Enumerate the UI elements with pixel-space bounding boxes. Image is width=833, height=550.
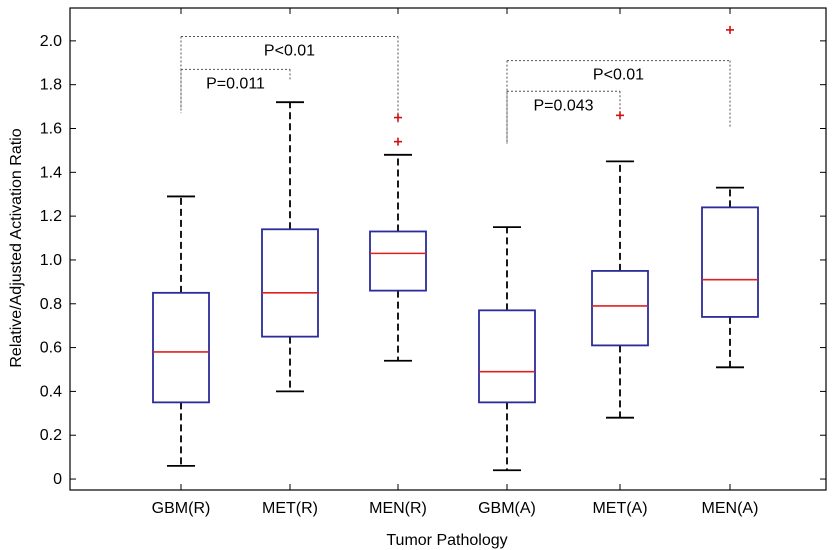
- iqr-box: [369, 230, 427, 292]
- p-value-label: P=0.043: [533, 97, 593, 114]
- y-tick-label: 1.8: [40, 77, 62, 94]
- box-mena: [701, 25, 759, 369]
- iqr-box: [261, 228, 319, 338]
- x-tick-label: MET(R): [262, 500, 318, 517]
- iqr-box: [152, 291, 210, 404]
- x-tick-label: GBM(R): [152, 500, 211, 517]
- y-axis-label: Relative/Adjusted Activation Ratio: [8, 128, 25, 367]
- box-meta: [591, 111, 649, 419]
- x-axis-label: Tumor Pathology: [386, 532, 507, 549]
- significance-bracket: P<0.01: [180, 35, 399, 125]
- box-gbma: [478, 226, 536, 472]
- p-value-label: P<0.01: [593, 67, 644, 84]
- y-tick-label: 0: [53, 471, 62, 488]
- y-tick-label: 1.0: [40, 252, 62, 269]
- y-tick-label: 0.2: [40, 427, 62, 444]
- box-menr: [369, 113, 427, 362]
- significance-bracket: P=0.011: [180, 68, 291, 109]
- y-tick-label: 1.2: [40, 208, 62, 225]
- y-tick-label: 0.4: [40, 383, 62, 400]
- iqr-box: [591, 270, 649, 347]
- y-tick-label: 1.4: [40, 164, 62, 181]
- outlier-marker: [616, 111, 624, 120]
- x-tick-label: GBM(A): [478, 500, 536, 517]
- significance-bracket: P=0.043: [506, 90, 621, 144]
- outlier-marker: [726, 25, 734, 34]
- outlier-marker: [394, 137, 402, 146]
- y-tick-label: 2.0: [40, 33, 62, 50]
- x-tick-label: MEN(A): [702, 500, 759, 517]
- box-gbmr: [152, 195, 210, 467]
- y-tick-label: 0.8: [40, 296, 62, 313]
- p-value-label: P<0.01: [264, 42, 315, 59]
- iqr-box: [478, 309, 536, 404]
- box-series: [152, 25, 759, 472]
- x-tick-label: MET(A): [592, 500, 647, 517]
- outlier-marker: [394, 113, 402, 122]
- significance-bracket: P<0.01: [506, 60, 731, 144]
- y-tick-label: 1.6: [40, 121, 62, 138]
- iqr-box: [701, 206, 759, 318]
- x-tick-label: MEN(R): [369, 500, 427, 517]
- plot-frame: [69, 7, 827, 491]
- p-value-label: P=0.011: [206, 75, 265, 92]
- box-metr: [261, 101, 319, 393]
- axes: 0 0.2 0.4 0.6 0.8 1.0 1.2 1.4 1.6 1.8 2.0 GBM(R) MET…: [40, 7, 827, 517]
- y-tick-label: 0.6: [40, 340, 62, 357]
